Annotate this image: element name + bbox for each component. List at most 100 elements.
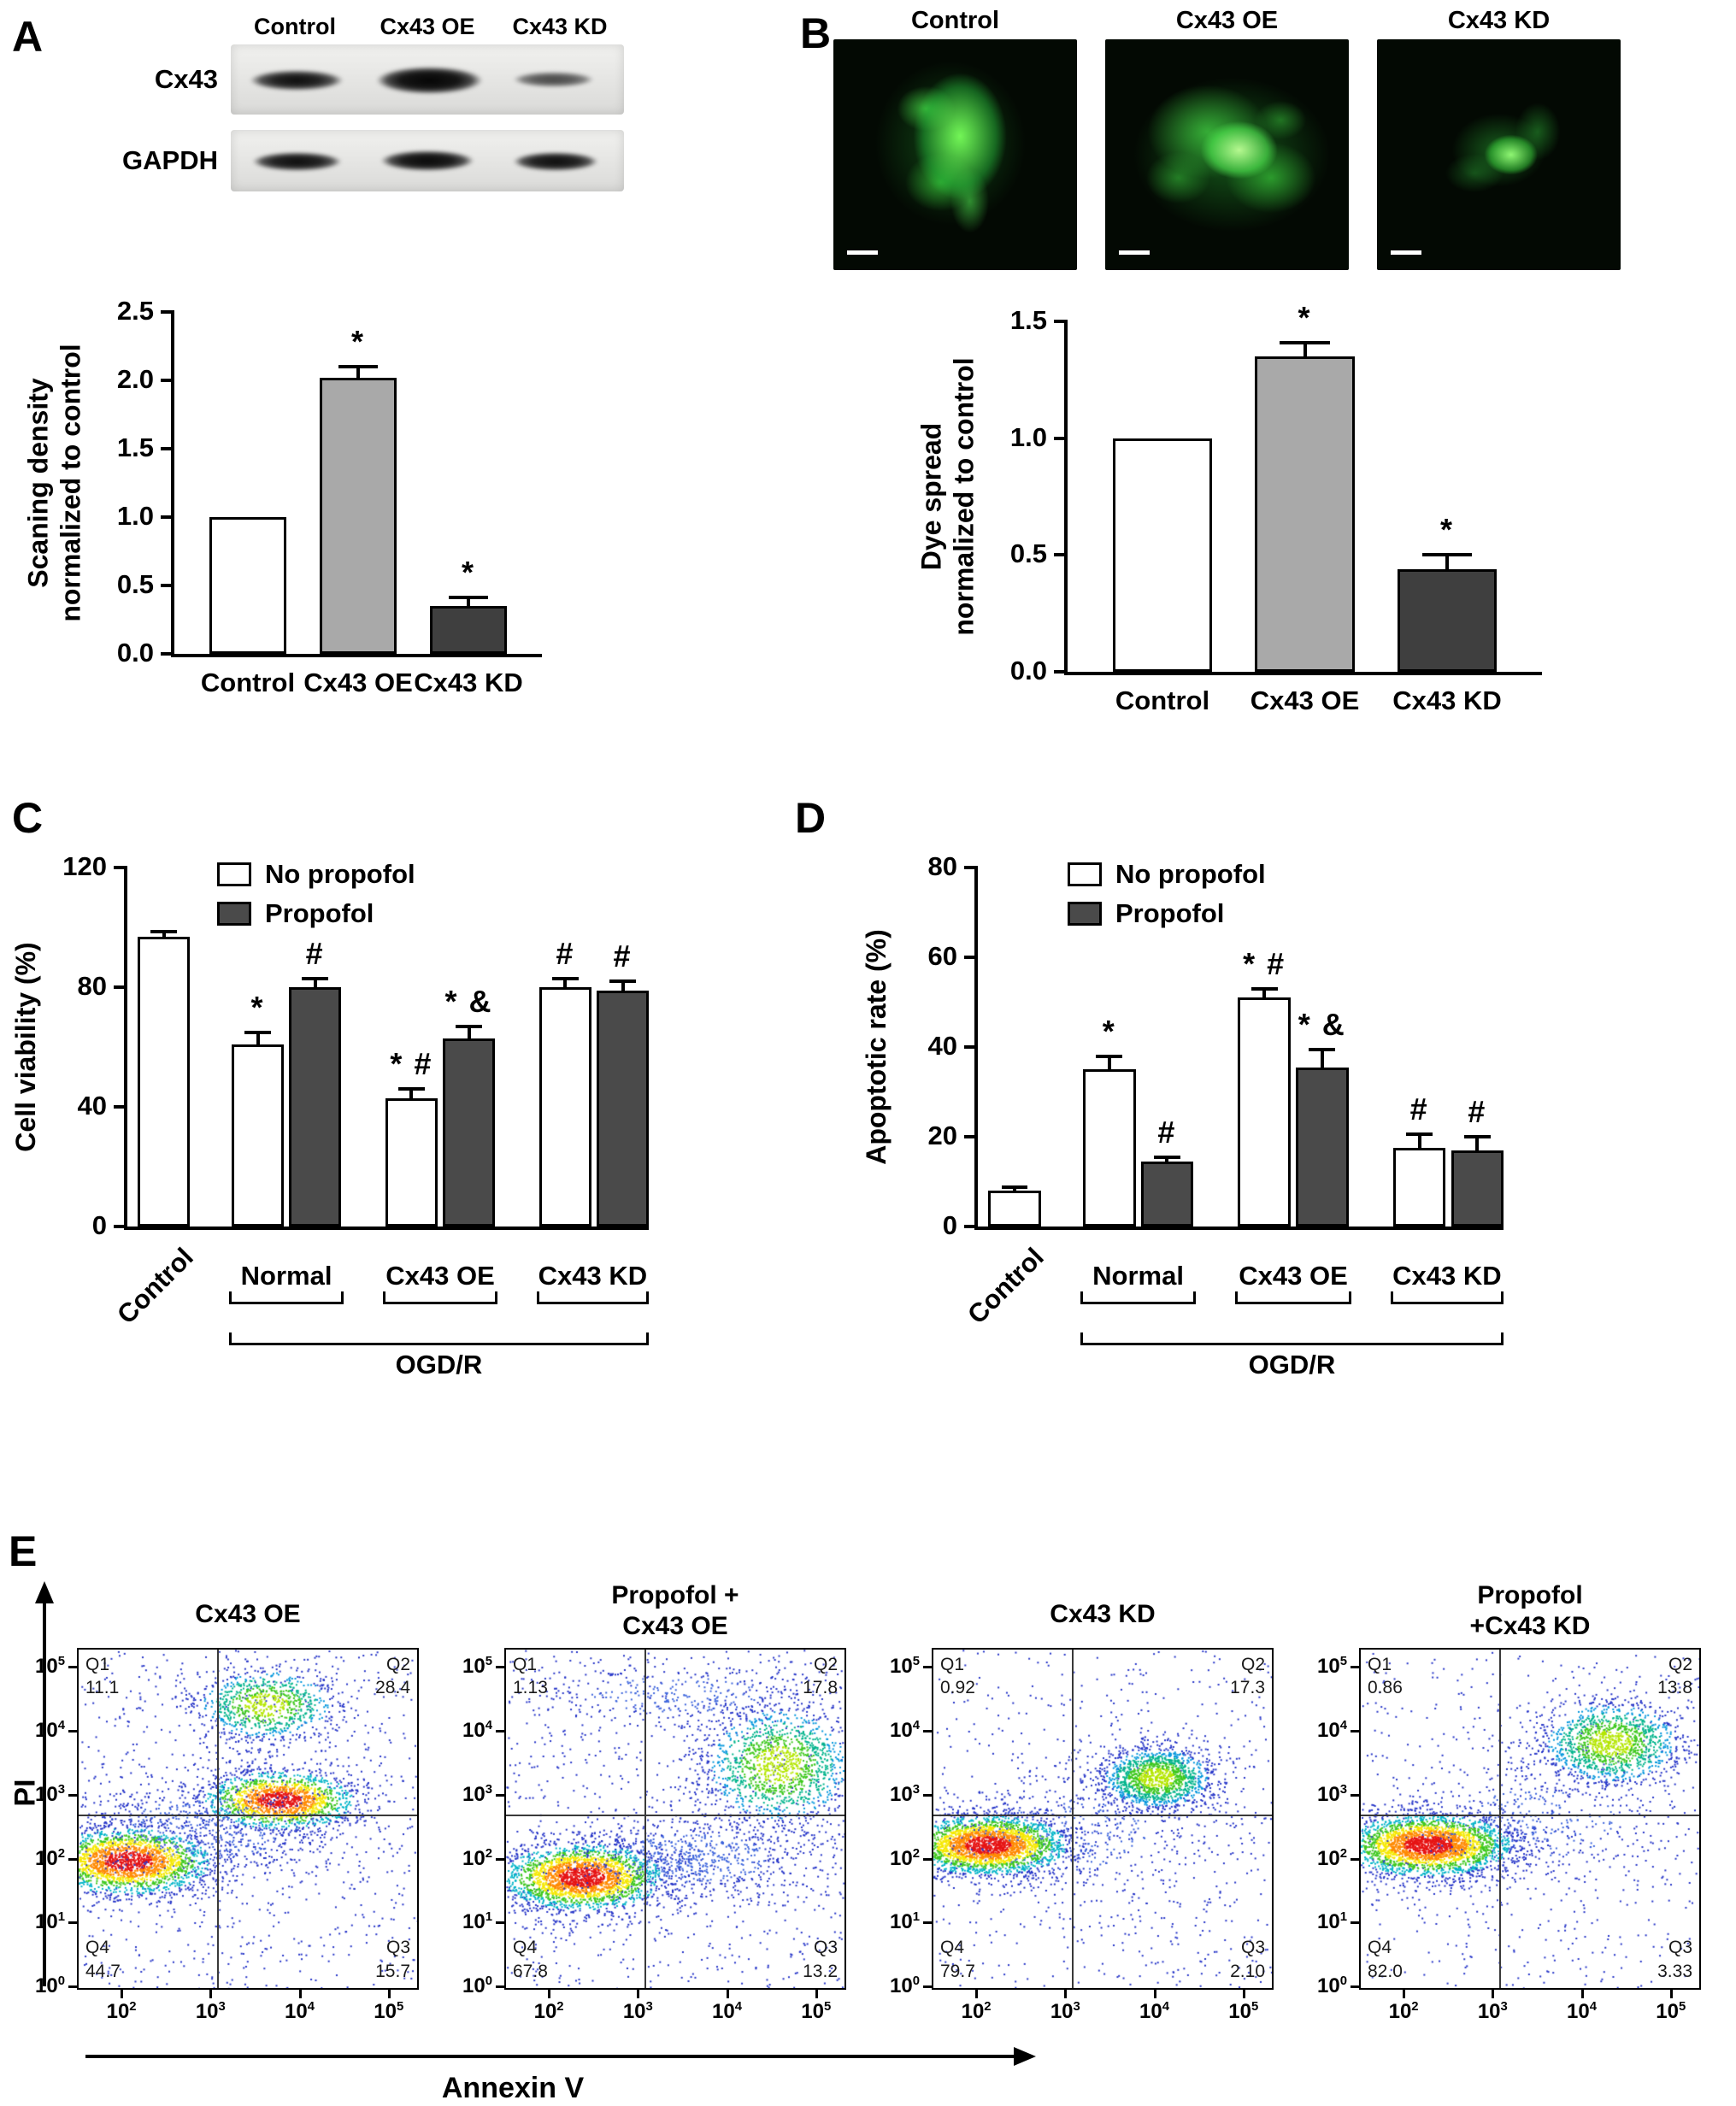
quadrant-label: Q3 15.7 <box>375 1936 410 1983</box>
significance-marker: * <box>1439 512 1454 548</box>
group-bracket-line <box>1390 1302 1504 1304</box>
panel-d-label: D <box>795 794 827 842</box>
error-bar-cap <box>398 1087 425 1091</box>
y-axis-label: Cell viability (%) <box>10 942 42 1152</box>
y-tick-mark <box>68 1985 77 1988</box>
ogdr-bracket-tick <box>1080 1332 1083 1343</box>
quadrant-value: 17.8 <box>803 1678 838 1698</box>
quadrant-name: Q3 <box>813 1938 838 1958</box>
y-tick-label: 100 <box>1317 1974 1347 1997</box>
quadrant-name: Q1 <box>513 1655 538 1674</box>
blot-lane-label-cx43-oe: Cx43 OE <box>380 14 475 39</box>
quadrant-line-vertical <box>644 1650 646 1988</box>
group-bracket-tick <box>341 1291 344 1302</box>
group-bracket-tick <box>646 1291 649 1302</box>
y-tick-label: 101 <box>1317 1910 1347 1934</box>
flow-plot-box: Q1 0.86 Q2 13.8 Q3 3.33 Q4 82.0 <box>1359 1648 1701 1990</box>
flow-scatter-canvas <box>933 1650 1272 1988</box>
quadrant-line-vertical <box>216 1650 219 1988</box>
bar <box>597 990 649 1227</box>
quadrant-label: Q4 67.8 <box>513 1936 548 1983</box>
x-tick-label: 105 <box>374 2000 404 2023</box>
panel-c-label: C <box>12 794 44 842</box>
flow-plot-title: Propofol <box>1477 1581 1583 1609</box>
quadrant-name: Q2 <box>813 1655 838 1674</box>
quadrant-label: Q1 0.86 <box>1368 1653 1403 1700</box>
ogdr-bracket-line <box>1080 1343 1504 1345</box>
x-tick-label: 105 <box>801 2000 832 2023</box>
flow-plot-title: Cx43 KD <box>1050 1600 1156 1628</box>
y-tick-label: 1.5 <box>116 432 154 462</box>
legend-label: No propofol <box>265 859 415 889</box>
bar <box>1140 1161 1194 1227</box>
x-tick-label: 102 <box>961 2000 992 2023</box>
quadrant-label: Q4 79.7 <box>940 1936 975 1983</box>
panel-e-label: E <box>9 1527 38 1575</box>
error-bar-line <box>256 1032 260 1044</box>
error-bar-line <box>1475 1137 1480 1150</box>
error-bar-line <box>1165 1156 1169 1162</box>
y-tick-label: 104 <box>1317 1719 1347 1743</box>
legend-swatch <box>217 862 251 886</box>
error-bar-line <box>1417 1134 1421 1149</box>
y-tick-label: 105 <box>890 1655 920 1679</box>
x-tick-label: 102 <box>106 2000 137 2023</box>
bar <box>232 1044 284 1227</box>
group-bracket-line <box>536 1302 649 1304</box>
quadrant-label: Q2 17.8 <box>803 1653 838 1700</box>
blot-row-label-cx43: Cx43 <box>154 64 218 94</box>
y-tick-label: 105 <box>35 1655 65 1679</box>
bar <box>429 606 508 654</box>
x-tick-mark <box>1242 1990 1245 1998</box>
quadrant-line-horizontal <box>933 1814 1272 1816</box>
y-tick-label: 104 <box>462 1719 492 1743</box>
y-tick-label: 105 <box>1317 1655 1347 1679</box>
x-tick-label: 103 <box>195 2000 226 2023</box>
y-tick-mark <box>161 584 174 587</box>
y-tick-label: 2.5 <box>116 296 154 326</box>
y-tick-label: 100 <box>35 1974 65 1997</box>
quadrant-label: Q3 13.2 <box>803 1936 838 1983</box>
x-tick-label: 104 <box>1567 2000 1597 2023</box>
quadrant-label: Q1 0.92 <box>940 1653 975 1700</box>
quadrant-label: Q1 11.1 <box>85 1653 119 1700</box>
y-tick-mark <box>964 1225 978 1228</box>
error-bar-cap <box>338 365 378 368</box>
blot-lane-label-control: Control <box>254 14 336 39</box>
x-tick-label: 104 <box>285 2000 315 2023</box>
blot-band <box>513 152 598 171</box>
y-tick-label: 60 <box>927 941 957 971</box>
error-bar-line <box>1320 1049 1324 1068</box>
y-tick-mark <box>161 652 174 656</box>
pi-axis-label: PI <box>9 1779 42 1807</box>
y-tick-mark <box>1351 1666 1359 1669</box>
scale-bar <box>847 250 878 255</box>
flow-plot-box: Q1 11.1 Q2 28.4 Q3 15.7 Q4 44.7 <box>77 1648 419 1990</box>
y-tick-mark <box>114 1225 127 1228</box>
quadrant-name: Q2 <box>1668 1655 1692 1674</box>
flow-plot-box: Q1 0.92 Q2 17.3 Q3 2.10 Q4 79.7 <box>932 1648 1274 1990</box>
error-bar-cap <box>1280 340 1330 344</box>
significance-marker: * # <box>390 1046 433 1081</box>
bar <box>1296 1067 1349 1227</box>
quadrant-label: Q3 3.33 <box>1657 1936 1692 1983</box>
quadrant-name: Q3 <box>1668 1938 1692 1958</box>
quadrant-label: Q2 28.4 <box>375 1653 410 1700</box>
quadrant-label: Q2 13.8 <box>1657 1653 1692 1700</box>
bar <box>289 987 342 1227</box>
flow-plot-title: Propofol + <box>611 1581 739 1609</box>
quadrant-name: Q4 <box>513 1938 538 1958</box>
group-bracket-tick <box>1501 1291 1504 1302</box>
y-tick-label: 1.0 <box>1009 421 1047 452</box>
panel-a-label: A <box>12 13 44 61</box>
quadrant-label: Q3 2.10 <box>1230 1936 1265 1983</box>
y-tick-mark <box>1351 1857 1359 1861</box>
flow-plot-propofol-cx43-oe: Propofol + Cx43 OE Q1 1.13 Q2 17.8 Q3 13.2 Q4 67.… <box>453 1581 855 2060</box>
x-tick-label: 104 <box>1139 2000 1169 2023</box>
error-bar-cap <box>244 1030 271 1034</box>
ogdr-bracket-tick <box>228 1332 232 1343</box>
quadrant-label: Q1 1.13 <box>513 1653 548 1700</box>
significance-marker: * <box>1298 299 1312 335</box>
x-category-label-rotated: Control <box>962 1242 1050 1330</box>
legend-label: Propofol <box>1115 898 1225 928</box>
